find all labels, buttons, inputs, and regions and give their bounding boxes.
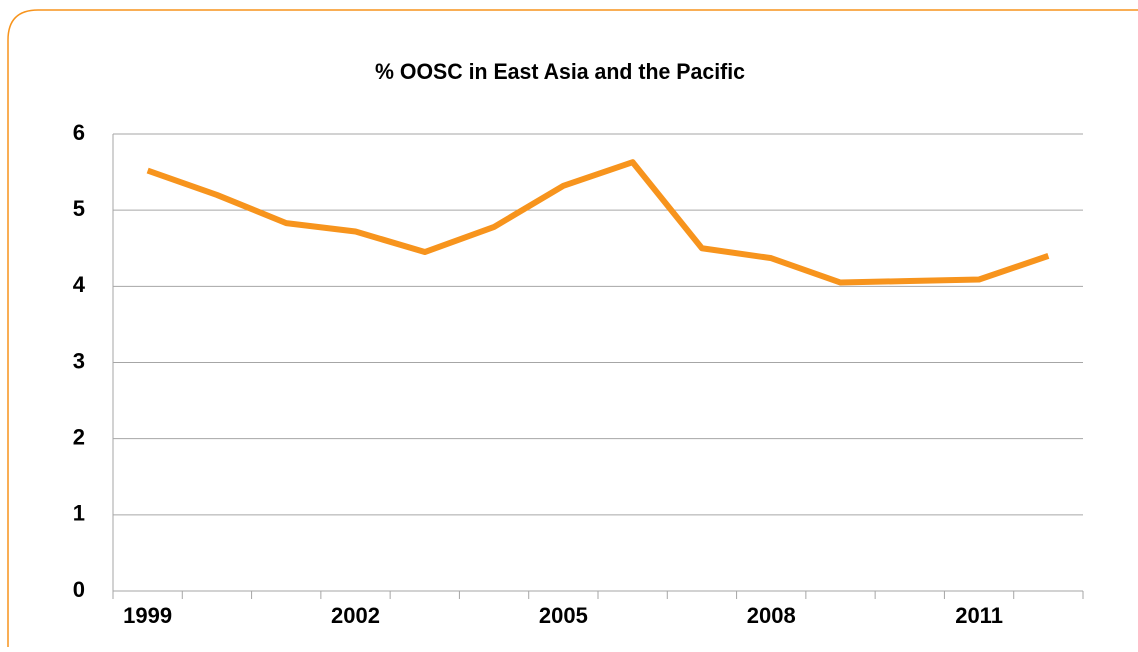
y-tick-label: 0 (73, 577, 85, 602)
y-tick-label: 1 (73, 501, 85, 526)
frame (7, 9, 1138, 647)
y-tick-label: 4 (73, 272, 86, 297)
x-tick-label: 1999 (123, 603, 172, 628)
x-tick-label: 2011 (955, 603, 1003, 628)
data-line (146, 159, 1050, 286)
y-tick-label: 5 (73, 196, 85, 221)
x-tick-label: 2008 (747, 603, 796, 628)
chart-title: % OOSC in East Asia and the Pacific (375, 59, 745, 84)
x-tick-label: 2005 (539, 603, 588, 628)
y-tick-label: 3 (73, 348, 85, 373)
y-tick-label: 2 (73, 424, 85, 449)
y-tick-label: 6 (73, 120, 85, 145)
x-tick-label: 2002 (331, 603, 380, 628)
